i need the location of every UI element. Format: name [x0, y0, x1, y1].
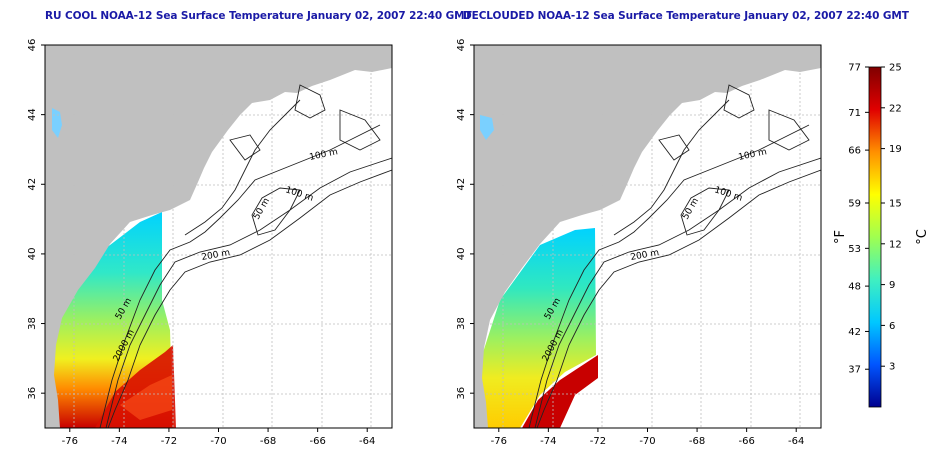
celsius-tick-label: 25	[889, 63, 902, 74]
celsius-tick-label: 22	[889, 103, 902, 114]
sst-warm-patch	[120, 375, 172, 420]
fahrenheit-tick-label: 77	[848, 63, 861, 74]
svg-text:200 m: 200 m	[201, 248, 231, 263]
y-tick-label: 40	[456, 248, 467, 261]
land-mass	[474, 45, 821, 428]
x-tick-label: -72	[590, 436, 606, 447]
x-tick-label: -76	[491, 436, 507, 447]
celsius-tick-label: 9	[889, 280, 895, 291]
celsius-tick-label: 19	[889, 144, 902, 155]
celsius-axis-label: °C	[915, 229, 930, 245]
bathymetry-contours	[528, 84, 821, 428]
x-tick-label: -68	[689, 436, 705, 447]
fahrenheit-tick-label: 37	[848, 365, 861, 376]
left-panel-title: RU COOL NOAA-12 Sea Surface Temperature …	[45, 10, 472, 22]
grid-lines	[45, 45, 392, 428]
y-tick-label: 36	[456, 387, 467, 400]
x-tick-label: -64	[359, 436, 375, 447]
fahrenheit-tick-label: 59	[848, 199, 861, 210]
bay-water	[52, 108, 62, 138]
y-tick-label: 40	[27, 248, 38, 261]
y-tick-label: 38	[27, 317, 38, 330]
fahrenheit-tick-label: 48	[848, 282, 861, 293]
x-tick-label: -76	[62, 436, 78, 447]
colorbar-ramp	[868, 66, 882, 408]
y-tick-label: 46	[27, 39, 38, 52]
y-tick-label: 46	[456, 39, 467, 52]
x-tick-label: -66	[738, 436, 754, 447]
celsius-tick-label: 3	[889, 362, 895, 373]
celsius-tick-label: 6	[889, 321, 895, 332]
grid-lines	[474, 45, 821, 428]
fahrenheit-tick-label: 53	[848, 244, 861, 255]
y-tick-label: 42	[27, 178, 38, 191]
right-axes: -76 -74 -72 -70 -68 -66 -64 36 38 40 42 44 46	[456, 39, 804, 447]
land-mass	[45, 45, 392, 428]
left-axes: -76 -74 -72 -70 -68 -66 -64 36 38 40 42 44 46	[27, 39, 375, 447]
x-tick-label: -64	[788, 436, 804, 447]
fahrenheit-tick-label: 71	[848, 108, 861, 119]
bathymetry-contours	[99, 84, 392, 428]
x-tick-label: -74	[111, 436, 127, 447]
x-tick-label: -68	[260, 436, 276, 447]
x-tick-label: -66	[309, 436, 325, 447]
y-tick-label: 36	[27, 387, 38, 400]
y-tick-label: 42	[456, 178, 467, 191]
right-map-panel: 100 m 100 m 50 m 200 m 50 m 2000 m -76 -7…	[456, 39, 822, 447]
fahrenheit-axis-label: °F	[833, 230, 848, 244]
fahrenheit-tick-label: 66	[848, 146, 861, 157]
celsius-tick-label: 12	[889, 239, 902, 250]
x-tick-label: -70	[210, 436, 226, 447]
y-tick-label: 38	[456, 317, 467, 330]
sst-field	[474, 228, 596, 428]
celsius-tick-label: 15	[889, 199, 902, 210]
bay-water	[480, 115, 494, 140]
fahrenheit-tick-label: 42	[848, 327, 861, 338]
y-tick-label: 44	[456, 108, 467, 121]
left-map-panel: 100 m 100 m 50 m 200 m 50 m 2000 m -76 -7…	[27, 39, 393, 447]
x-tick-label: -70	[639, 436, 655, 447]
svg-text:200 m: 200 m	[630, 248, 660, 263]
right-panel-title: DECLOUDED NOAA-12 Sea Surface Temperatur…	[463, 10, 909, 22]
temperature-colorbar: 25 22 19 15 12 9 6 3 77 71 66 59 53 48 42 37 °F °C	[833, 63, 930, 408]
y-tick-label: 44	[27, 108, 38, 121]
sst-warm-core	[522, 355, 598, 428]
x-tick-label: -74	[540, 436, 556, 447]
x-tick-label: -72	[161, 436, 177, 447]
